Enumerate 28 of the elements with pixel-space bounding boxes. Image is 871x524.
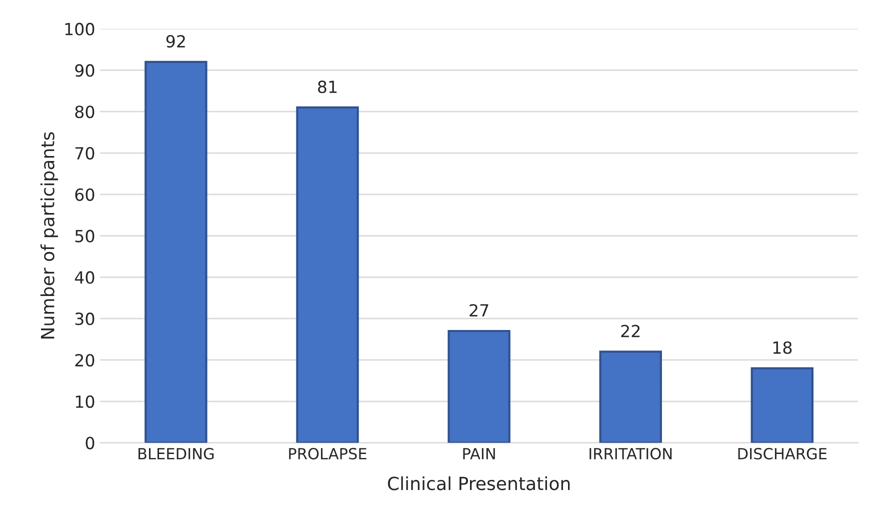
x-tick-label: PROLAPSE: [289, 448, 366, 460]
data-label: 81: [318, 80, 337, 94]
x-axis-title: Clinical Presentation: [388, 476, 570, 490]
bar: [750, 367, 814, 443]
y-tick-label: 30: [75, 312, 94, 326]
y-tick-label: 90: [75, 64, 94, 77]
bar: [448, 330, 510, 443]
y-tick-label: 60: [75, 188, 94, 201]
bar: [296, 106, 359, 443]
y-tick-label: 0: [86, 436, 94, 450]
data-label: 27: [470, 304, 488, 316]
x-tick-label: IRRITATION: [590, 448, 672, 460]
bar: [599, 350, 662, 443]
data-label: 22: [621, 324, 640, 338]
x-tick-label: BLEEDING: [138, 448, 214, 460]
y-tick-label: 10: [76, 395, 94, 408]
y-tick-label: 80: [75, 106, 94, 118]
y-tick-label: 70: [75, 146, 94, 160]
bar: [144, 60, 208, 443]
y-tick-label: 50: [75, 230, 94, 242]
y-tick-label: 20: [75, 354, 94, 367]
x-tick-label: DISCHARGE: [738, 448, 827, 460]
y-axis-title: Number of participants: [40, 132, 58, 338]
data-label: 92: [166, 34, 185, 48]
x-tick-label: PAIN: [463, 448, 495, 460]
y-tick-label: 40: [74, 271, 94, 284]
data-label: 18: [773, 341, 792, 354]
y-tick-label: 100: [65, 22, 94, 36]
